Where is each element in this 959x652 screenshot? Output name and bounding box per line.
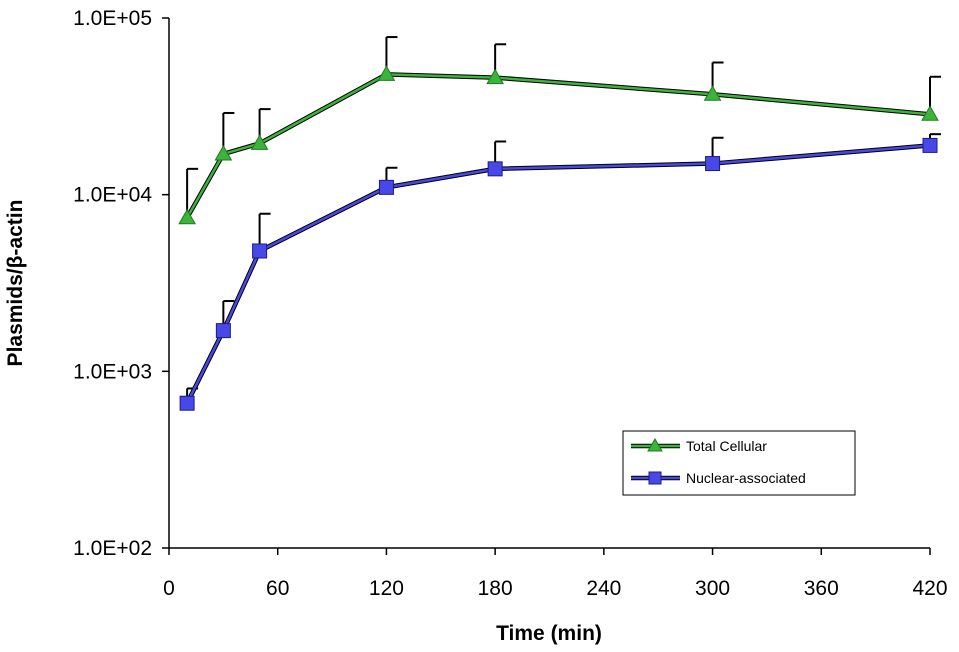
legend-items: Total Cellular Nuclear-associated <box>631 438 806 486</box>
x-tick-label: 120 <box>369 577 404 600</box>
nuclear-associated-point <box>922 137 938 153</box>
legend-marker-nuclear-associated <box>648 471 662 485</box>
y-tick-label: 1.0E+03 <box>73 360 152 383</box>
x-axis-title: Time (min) <box>496 622 602 645</box>
x-tick-label: 360 <box>804 577 839 600</box>
y-tick-label: 1.0E+04 <box>73 184 152 207</box>
x-tick-label: 0 <box>163 577 175 600</box>
total-cellular-point <box>486 68 505 85</box>
total-cellular-point <box>703 85 722 101</box>
nuclear-associated-line-outline <box>185 143 931 405</box>
x-tick-label: 180 <box>478 577 513 600</box>
total-cellular-point <box>250 134 269 150</box>
x-tick-label: 420 <box>912 577 947 600</box>
total-cellular-line <box>186 73 931 219</box>
total-cellular-point <box>377 65 396 81</box>
series-lines <box>185 72 931 405</box>
total-cellular-point <box>214 144 233 161</box>
legend-marker-total-cellular <box>647 438 663 452</box>
legend-label-nuclear-associated: Nuclear-associated <box>686 470 806 486</box>
y-ticks: 1.0E+02 1.0E+03 1.0E+04 1.0E+05 <box>73 7 169 560</box>
x-tick-label: 60 <box>266 577 289 600</box>
nuclear-associated-point <box>179 395 195 411</box>
nuclear-associated-point <box>378 179 394 195</box>
nuclear-associated-point <box>252 243 268 259</box>
nuclear-associated-point <box>487 161 503 177</box>
legend-label-total-cellular: Total Cellular <box>686 438 767 454</box>
y-tick-label: 1.0E+05 <box>73 7 152 30</box>
x-ticks: 0 60 120 180 240 300 360 420 <box>163 548 948 600</box>
legend: Total Cellular Nuclear-associated <box>622 430 856 496</box>
total-cellular-line-outline <box>185 72 931 219</box>
series-markers <box>178 65 939 411</box>
nuclear-associated-line <box>186 144 931 404</box>
total-cellular-point <box>921 105 939 121</box>
x-tick-label: 300 <box>695 577 730 600</box>
x-tick-label: 240 <box>586 577 621 600</box>
total-cellular-point <box>178 208 196 225</box>
error-bars <box>186 36 941 404</box>
y-axis-title: Plasmids/β-actin <box>4 200 27 367</box>
nuclear-associated-point <box>215 323 231 339</box>
y-tick-label: 1.0E+02 <box>73 537 152 560</box>
legend-box <box>622 430 856 496</box>
nuclear-associated-point <box>705 156 721 172</box>
plot-frame <box>168 18 930 549</box>
